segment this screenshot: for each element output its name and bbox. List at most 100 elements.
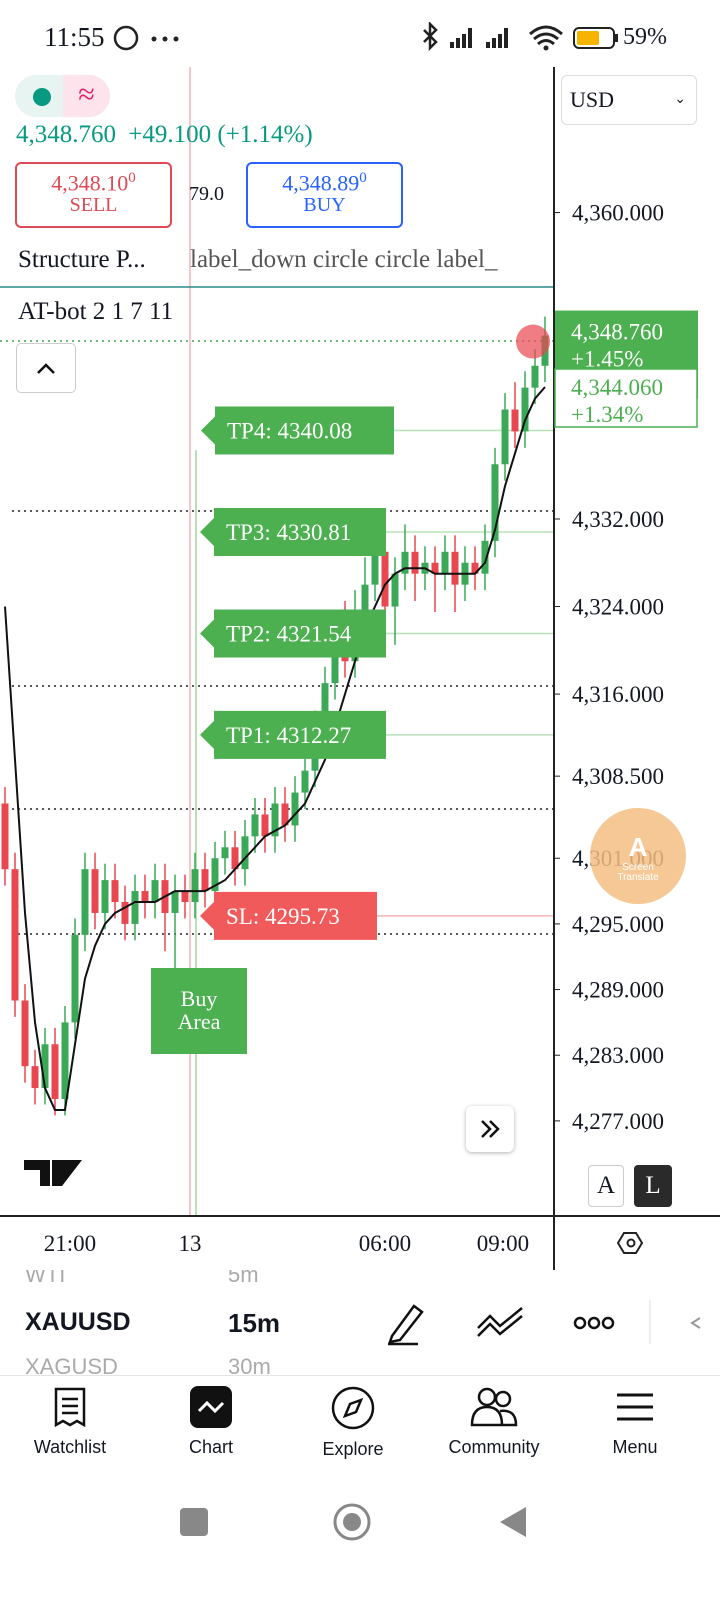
annotation-box bbox=[201, 406, 394, 455]
sell-button[interactable]: 4,348.100 SELL bbox=[15, 162, 172, 228]
candle-body bbox=[131, 891, 139, 924]
header-quote: 4,348.760 +49.100 (+1.14%) bbox=[16, 121, 313, 149]
ma-tag-change: +1.34% bbox=[571, 402, 643, 427]
currency-select[interactable]: USD ⌄ bbox=[561, 75, 697, 125]
candle-body bbox=[371, 551, 379, 585]
candle-body bbox=[411, 551, 419, 574]
y-tick-label: 4,324.000 bbox=[572, 595, 664, 620]
buy-price: 4,348.89 bbox=[282, 170, 360, 196]
candle-body bbox=[521, 387, 529, 432]
candle-body bbox=[61, 1022, 69, 1099]
y-tick-label: 4,332.000 bbox=[572, 507, 664, 532]
x-tick-label: 21:00 bbox=[44, 1231, 96, 1256]
nav-menu[interactable]: Menu bbox=[575, 1385, 695, 1458]
settings-icon[interactable] bbox=[616, 1232, 644, 1254]
toolbar-icons[interactable] bbox=[380, 1298, 710, 1348]
nav-chart[interactable]: Chart bbox=[151, 1385, 271, 1458]
interval[interactable]: 30m bbox=[228, 1354, 271, 1375]
y-tick-label: 4,308.500 bbox=[572, 764, 664, 789]
candle-body bbox=[31, 1066, 39, 1089]
nav-label: Community bbox=[448, 1437, 540, 1457]
auto-scale-button[interactable]: A bbox=[588, 1165, 624, 1207]
candle-body bbox=[1, 803, 9, 870]
annotation-label: TP4: 4340.08 bbox=[227, 419, 352, 444]
candle-body bbox=[41, 1044, 49, 1089]
interval[interactable]: 5m bbox=[228, 1270, 259, 1287]
candle-body bbox=[401, 551, 409, 574]
candle-body bbox=[471, 562, 479, 574]
sell-pip: 0 bbox=[128, 170, 136, 186]
battery-level: 59% bbox=[623, 24, 667, 50]
candle-body bbox=[151, 880, 159, 903]
symbol[interactable]: WTI bbox=[25, 1270, 66, 1287]
scroll-right-button[interactable] bbox=[466, 1106, 514, 1152]
nav-label: Chart bbox=[188, 1437, 233, 1457]
ma-tag-label: 4,344.060 bbox=[571, 375, 663, 400]
nav-label: Menu bbox=[612, 1437, 658, 1457]
candle-body bbox=[91, 869, 99, 913]
candle-body bbox=[261, 814, 269, 837]
candle-body bbox=[241, 836, 249, 870]
annotation-label: TP2: 4321.54 bbox=[226, 621, 352, 646]
candle-body bbox=[321, 683, 329, 727]
symbol[interactable]: XAUUSD bbox=[25, 1308, 131, 1336]
symbol-bar: WTI XAUUSD XAGUSD 5m 15m 30m bbox=[0, 1270, 720, 1375]
candle-body bbox=[81, 869, 89, 935]
candle-body bbox=[171, 891, 179, 913]
candle-body bbox=[181, 891, 189, 903]
back-button[interactable] bbox=[500, 1507, 526, 1537]
indicator-pill[interactable]: ≈ bbox=[15, 75, 110, 117]
buy-button[interactable]: 4,348.890 BUY bbox=[246, 162, 403, 228]
android-nav bbox=[180, 1503, 526, 1541]
indicator-name: AT-bot 2 1 7 11 bbox=[18, 298, 174, 325]
annotation-box bbox=[200, 609, 386, 658]
currency: USD bbox=[570, 87, 615, 112]
y-tick-label: 4,283.000 bbox=[572, 1043, 664, 1068]
nav-label: Watchlist bbox=[33, 1437, 107, 1457]
candle-body bbox=[111, 880, 119, 903]
nav-label: Explore bbox=[322, 1439, 384, 1459]
y-tick-label: 4,360.000 bbox=[572, 201, 664, 226]
candle-body bbox=[381, 551, 389, 607]
nav-explore[interactable]: Explore bbox=[293, 1385, 413, 1460]
status-time: 11:55 bbox=[44, 22, 105, 52]
last-price-label: 4,348.760 bbox=[571, 320, 663, 345]
annotation-box bbox=[200, 508, 386, 557]
last-price-change: +1.45% bbox=[571, 347, 643, 372]
nav-community[interactable]: Community bbox=[434, 1385, 554, 1458]
indicator-name: Structure P... bbox=[18, 246, 146, 273]
symbol[interactable]: XAGUSD bbox=[25, 1354, 118, 1375]
candle-body bbox=[251, 814, 259, 837]
home-button[interactable] bbox=[333, 1503, 371, 1541]
x-tick-label: 06:00 bbox=[359, 1231, 411, 1256]
recents-button[interactable] bbox=[180, 1508, 208, 1536]
sell-price: 4,348.10 bbox=[51, 170, 129, 196]
candle-body bbox=[481, 540, 489, 574]
candle-body bbox=[51, 1044, 59, 1099]
nav-watchlist[interactable]: Watchlist bbox=[10, 1385, 130, 1458]
screen-translate-bubble[interactable]: A Screen Translate bbox=[590, 808, 686, 904]
y-tick-label: 4,316.000 bbox=[572, 682, 664, 707]
annotation-label: SL: 4295.73 bbox=[226, 904, 340, 929]
candle-body bbox=[441, 551, 449, 574]
moving-average bbox=[4, 386, 546, 1111]
candle-body bbox=[231, 847, 239, 870]
interval[interactable]: 15m bbox=[228, 1308, 281, 1338]
collapse-button[interactable] bbox=[16, 343, 76, 393]
candle-body bbox=[101, 880, 109, 913]
price-change-pct: (+1.14%) bbox=[217, 121, 313, 148]
candle-body bbox=[211, 858, 219, 892]
candle-body bbox=[531, 365, 539, 388]
chart: 4,360.0004,350.0004,332.0004,324.0004,31… bbox=[0, 67, 720, 1270]
log-scale-button[interactable]: L bbox=[634, 1165, 672, 1207]
last-price: 4,348.760 bbox=[16, 121, 116, 148]
candle-body bbox=[221, 847, 229, 859]
candle-body bbox=[141, 891, 149, 903]
candle-body bbox=[451, 551, 459, 585]
y-tick-label: 4,289.000 bbox=[572, 978, 664, 1003]
candle-body bbox=[501, 409, 509, 465]
x-tick-label: 13 bbox=[179, 1231, 202, 1256]
candle-body bbox=[301, 770, 309, 793]
candle-body bbox=[491, 464, 499, 541]
